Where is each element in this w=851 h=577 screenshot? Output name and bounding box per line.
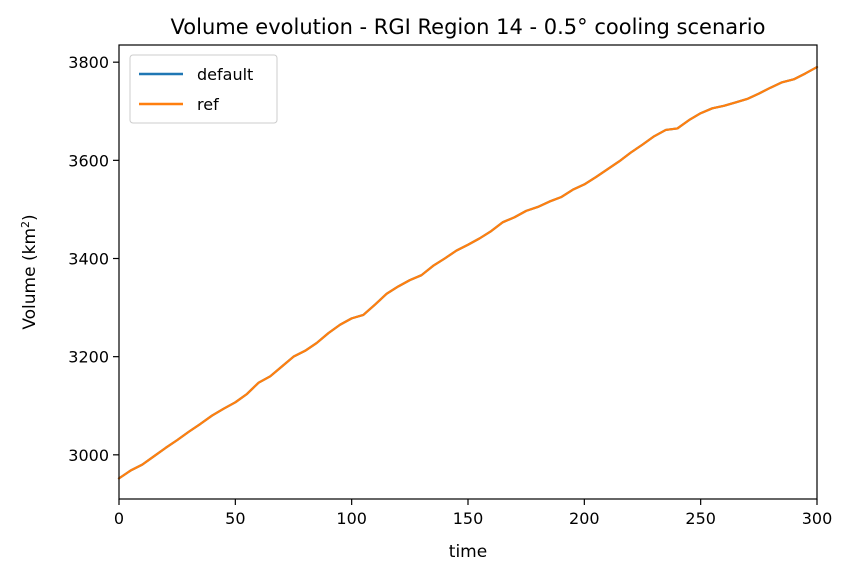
legend: default ref <box>129 54 278 124</box>
x-tick-label: 150 <box>453 509 484 528</box>
y-tick-label: 3600 <box>68 151 109 170</box>
series-layer <box>117 65 819 480</box>
series-line-ref <box>117 65 819 480</box>
legend-box <box>129 54 278 124</box>
x-axis: 0 50 100 150 200 250 300 <box>114 499 832 528</box>
plot-frame <box>118 44 818 500</box>
y-axis-label: Volume (km2) <box>19 214 41 329</box>
x-tick-label: 100 <box>336 509 367 528</box>
y-tick-label: 3000 <box>68 446 109 465</box>
x-tick-label: 250 <box>685 509 716 528</box>
legend-label-default: default <box>197 65 253 84</box>
x-tick-label: 300 <box>802 509 833 528</box>
series-line-default <box>117 65 819 480</box>
y-axis: 3000 3200 3400 3600 3800 <box>68 53 119 465</box>
legend-label-ref: ref <box>197 95 219 114</box>
y-tick-label: 3200 <box>68 348 109 367</box>
y-tick-label: 3400 <box>68 250 109 269</box>
y-tick-label: 3800 <box>68 53 109 72</box>
chart-title: Volume evolution - RGI Region 14 - 0.5° … <box>171 15 766 39</box>
x-tick-label: 50 <box>225 509 245 528</box>
x-axis-label: time <box>449 542 487 562</box>
x-tick-label: 200 <box>569 509 600 528</box>
x-tick-label: 0 <box>114 509 124 528</box>
